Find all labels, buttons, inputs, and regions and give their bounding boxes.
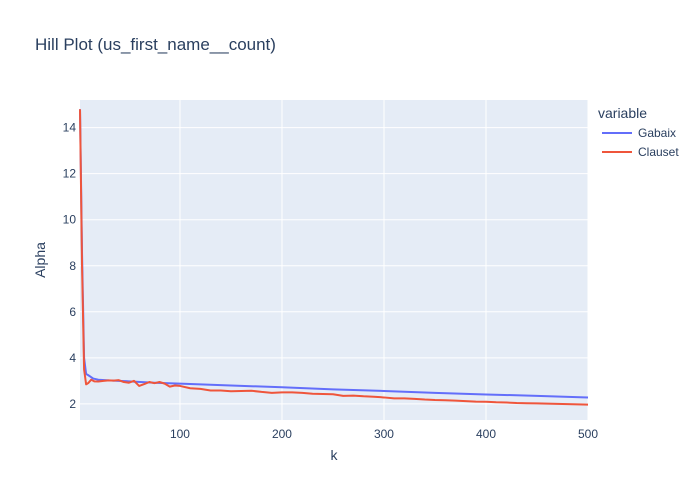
chart-title: Hill Plot (us_first_name__count): [35, 35, 276, 54]
legend-item-clauset[interactable]: Clauset: [602, 145, 679, 159]
series-line-gabaix[interactable]: [79, 109, 589, 399]
x-tick-label: 500: [578, 427, 598, 441]
y-tick-label: 12: [63, 167, 77, 181]
legend-item-gabaix[interactable]: Gabaix: [602, 126, 676, 140]
y-axis-title: Alpha: [32, 242, 48, 278]
x-tick-label: 400: [476, 427, 496, 441]
series-line-clauset[interactable]: [79, 109, 589, 406]
x-axis-title: k: [331, 447, 339, 463]
y-tick-label: 2: [69, 397, 76, 411]
x-tick-label: 100: [170, 427, 190, 441]
legend-label: Clauset: [638, 145, 679, 159]
gridlines: [80, 100, 589, 420]
legend[interactable]: variable Gabaix Clauset: [598, 105, 679, 159]
x-tick-label: 200: [272, 427, 292, 441]
axis-ticks: 100 200 300 400 500 2 4 6 8 10 12 14: [63, 121, 599, 441]
y-tick-label: 4: [69, 351, 76, 365]
series-lines: [79, 109, 589, 406]
legend-label: Gabaix: [638, 126, 676, 140]
y-tick-label: 8: [69, 259, 76, 273]
legend-title: variable: [598, 105, 647, 121]
y-tick-label: 10: [63, 213, 77, 227]
y-tick-label: 6: [69, 305, 76, 319]
plot-area[interactable]: [80, 100, 588, 420]
x-tick-label: 300: [374, 427, 394, 441]
y-tick-label: 14: [63, 121, 77, 135]
